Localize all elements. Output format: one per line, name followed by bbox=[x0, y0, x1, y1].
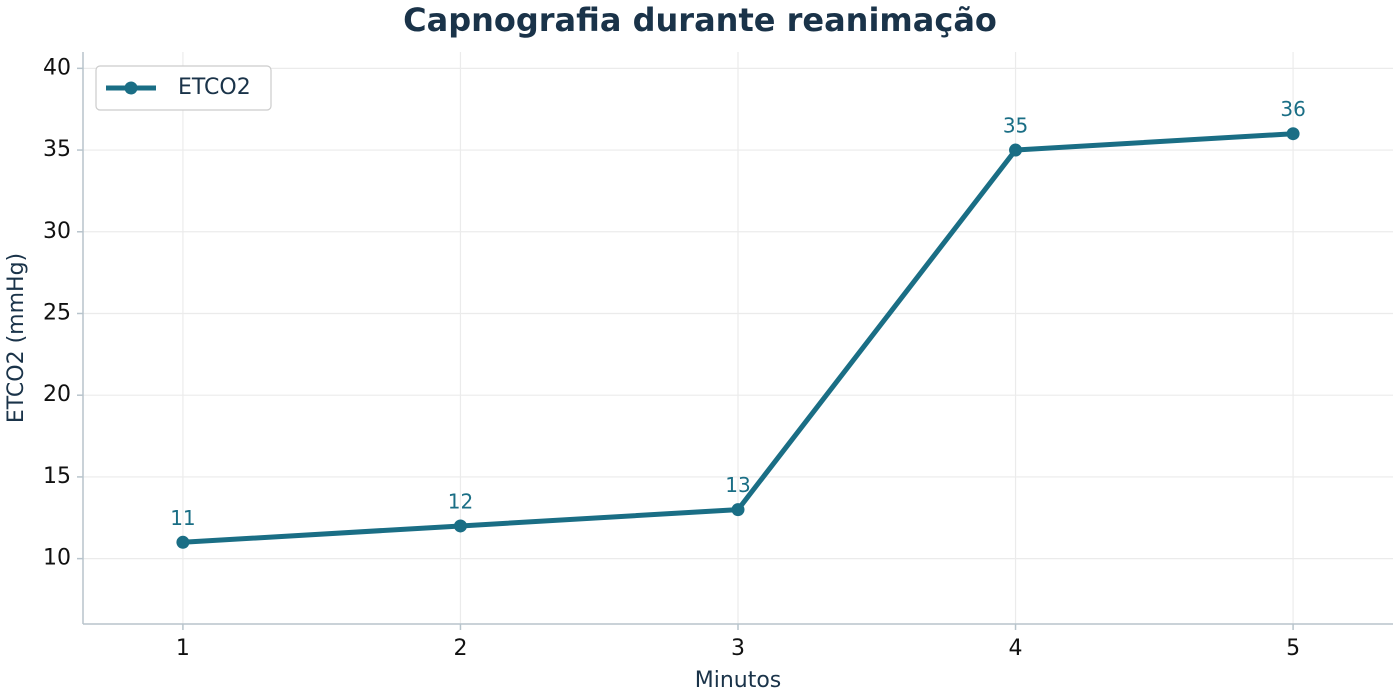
legend-box bbox=[95, 65, 272, 111]
data-point bbox=[1286, 127, 1300, 141]
y-tick-label: 10 bbox=[43, 546, 71, 571]
x-axis-label: Minutos bbox=[695, 668, 782, 693]
x-tick-label: 1 bbox=[176, 636, 190, 661]
y-tick-label: 35 bbox=[43, 137, 71, 162]
legend: ETCO2 bbox=[95, 65, 272, 111]
chart-title: Capnografia durante reanimação bbox=[403, 1, 997, 39]
value-label: 35 bbox=[1003, 114, 1028, 138]
x-tick-label: 2 bbox=[453, 636, 467, 661]
legend-label: ETCO2 bbox=[178, 75, 251, 100]
data-point bbox=[176, 535, 190, 549]
x-tick-label: 4 bbox=[1009, 636, 1023, 661]
value-label: 36 bbox=[1280, 97, 1305, 121]
data-point bbox=[731, 503, 745, 517]
y-tick-label: 15 bbox=[43, 464, 71, 489]
data-point bbox=[1009, 143, 1023, 157]
value-label: 13 bbox=[725, 473, 750, 497]
value-label: 12 bbox=[448, 489, 473, 513]
legend-marker bbox=[124, 81, 138, 95]
y-tick-label: 25 bbox=[43, 300, 71, 325]
x-tick-label: 3 bbox=[731, 636, 745, 661]
y-tick-label: 20 bbox=[43, 382, 71, 407]
y-axis-label: ETCO2 (mmHg) bbox=[4, 253, 29, 423]
y-tick-label: 40 bbox=[43, 55, 71, 80]
y-tick-label: 30 bbox=[43, 219, 71, 244]
data-point bbox=[453, 519, 467, 533]
x-tick-label: 5 bbox=[1286, 636, 1300, 661]
value-label: 11 bbox=[170, 506, 195, 530]
